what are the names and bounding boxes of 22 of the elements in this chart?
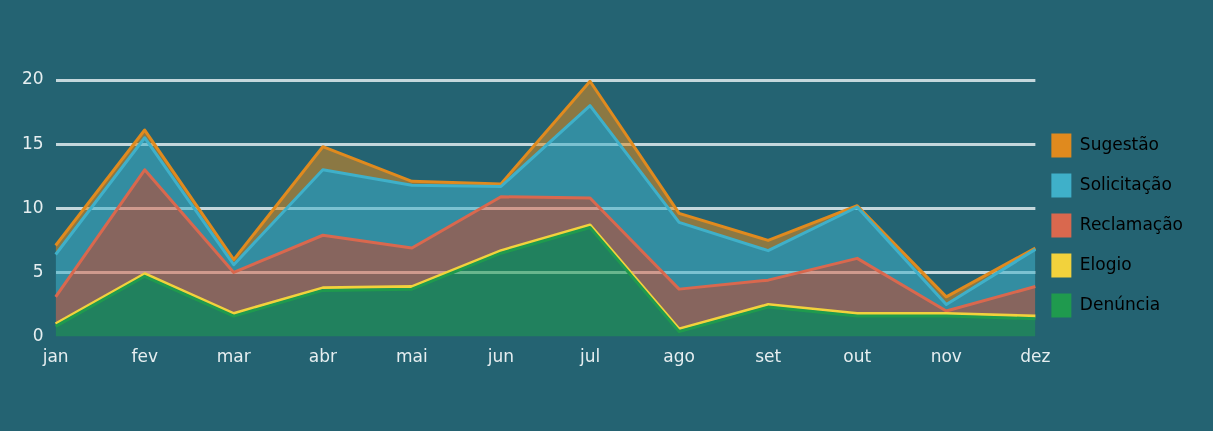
x-tick-label: abr	[308, 346, 337, 367]
y-tick-label: 15	[21, 132, 44, 153]
x-tick-label: jan	[41, 346, 69, 367]
x-tick-label: out	[843, 346, 872, 367]
legend-label: Sugestão	[1079, 133, 1160, 154]
x-tick-label: ago	[663, 346, 695, 367]
x-tick-label: fev	[131, 346, 158, 367]
legend-label: Elogio	[1079, 253, 1132, 274]
x-tick-label: mar	[216, 346, 251, 367]
y-tick-label: 10	[21, 196, 44, 217]
y-tick-label: 5	[32, 260, 44, 281]
x-tick-label: nov	[930, 346, 962, 367]
legend-label: Denúncia	[1079, 293, 1161, 314]
x-tick-label: jun	[486, 346, 515, 367]
x-tick-label: set	[755, 346, 782, 367]
y-tick-label: 0	[32, 325, 44, 346]
legend-label: Solicitação	[1079, 173, 1172, 194]
legend-label: Reclamação	[1079, 213, 1183, 234]
x-tick-label: mai	[396, 346, 428, 367]
y-tick-label: 20	[21, 68, 44, 89]
x-tick-label: jul	[578, 346, 601, 367]
x-tick-label: dez	[1020, 346, 1051, 367]
